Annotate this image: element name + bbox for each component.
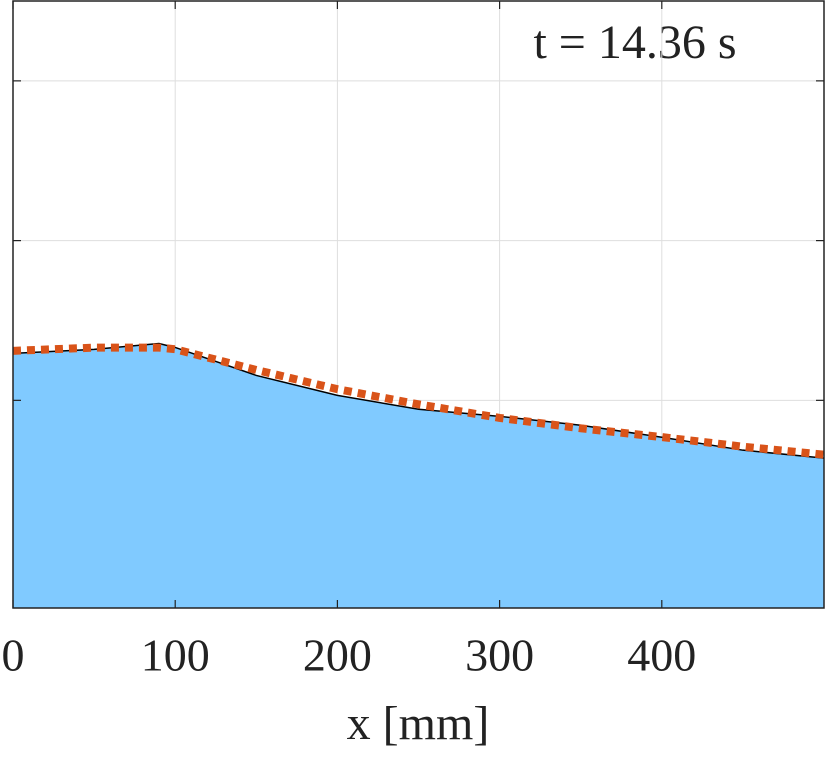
x-axis-label: x [mm] bbox=[347, 697, 490, 750]
x-tick-label: 200 bbox=[303, 630, 372, 681]
annotation: t = 14.36 s bbox=[533, 16, 736, 69]
plot-frame bbox=[12, 0, 825, 609]
area-line bbox=[12, 342, 825, 459]
x-tick-label: 0 bbox=[2, 630, 25, 681]
x-tick-label: 300 bbox=[465, 630, 534, 681]
x-tick-label: 100 bbox=[141, 630, 210, 681]
area-fill bbox=[13, 343, 824, 608]
dotted-line bbox=[12, 343, 825, 459]
x-tick-label: 400 bbox=[627, 630, 696, 681]
plot-layer bbox=[12, 1, 825, 608]
